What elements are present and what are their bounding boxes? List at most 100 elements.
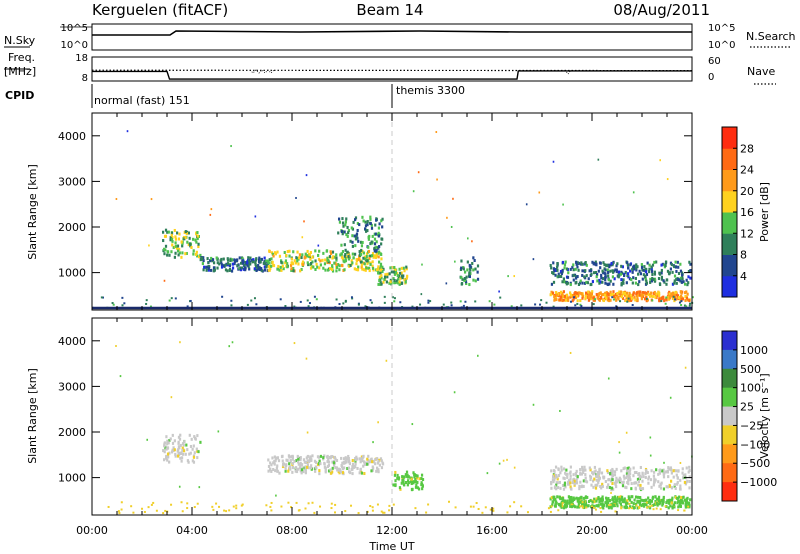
- power-cell: [632, 276, 635, 280]
- velocity-cell: [584, 473, 587, 477]
- velocity-cell: [671, 505, 674, 509]
- velocity-cell: [617, 478, 620, 482]
- power-cell: [645, 281, 649, 285]
- velocity-cell: [560, 468, 563, 472]
- velocity-cell: [676, 476, 679, 480]
- velocity-cell: [614, 479, 618, 483]
- velocity-cell: [174, 452, 177, 456]
- power-cell: [344, 248, 347, 252]
- velocity-cell: [181, 448, 184, 452]
- velocity-cell: [584, 479, 587, 483]
- power-cell: [379, 268, 382, 272]
- power-cell: [391, 296, 394, 299]
- power-cell: [288, 254, 291, 258]
- velocity-cell: [347, 454, 350, 458]
- power-cell: [679, 269, 683, 273]
- velocity-cell: [592, 485, 595, 489]
- power-cell: [254, 260, 257, 264]
- velocity-cell: [652, 508, 655, 511]
- power-cell: [377, 265, 380, 269]
- velocity-cell: [627, 497, 631, 501]
- power-cell: [290, 261, 294, 265]
- power-cell: [635, 263, 638, 267]
- velocity-cell: [624, 501, 628, 505]
- power-cell: [595, 293, 598, 297]
- power-cell: [335, 298, 338, 301]
- power-cell: [602, 277, 605, 281]
- power-cell: [534, 303, 537, 306]
- velocity-cell: [593, 477, 596, 481]
- velocity-cell: [598, 467, 601, 471]
- power-cell: [328, 267, 332, 271]
- velocity-cell: [627, 478, 630, 482]
- velocity-cell: [658, 484, 661, 488]
- velocity-cell: [647, 475, 651, 479]
- velocity-cell: [526, 511, 529, 514]
- power-cell: [631, 303, 634, 306]
- velocity-cell: [627, 473, 630, 477]
- velocity-cell: [306, 459, 309, 463]
- velocity-cell: [558, 495, 561, 499]
- velocity-cell: [610, 486, 614, 490]
- power-cell: [202, 256, 205, 260]
- velocity-cell: [556, 477, 559, 481]
- power-cell: [244, 268, 247, 272]
- power-cell: [613, 277, 616, 281]
- power-cell: [343, 268, 346, 272]
- power-cell: [265, 265, 268, 269]
- power-cell: [585, 280, 588, 284]
- power-x-axis: [91, 113, 693, 310]
- velocity-cell: [413, 475, 416, 479]
- velocity-cell: [333, 463, 336, 467]
- power-cell: [579, 279, 582, 283]
- power-cell: [450, 304, 453, 307]
- power-cell: [295, 256, 298, 260]
- velocity-cell: [481, 511, 484, 514]
- velocity-cell: [630, 500, 633, 504]
- power-cell: [123, 302, 126, 305]
- power-cell: [399, 271, 402, 275]
- power-cell: [471, 240, 473, 243]
- velocity-cell: [191, 447, 194, 451]
- velocity-cell: [557, 502, 561, 506]
- velocity-cell: [272, 461, 275, 465]
- power-cell: [353, 252, 357, 256]
- power-cell: [340, 255, 344, 259]
- velocity-cell: [347, 466, 350, 470]
- velocity-cell: [305, 456, 308, 460]
- velocity-cell: [615, 485, 618, 489]
- velocity-cell: [372, 441, 374, 444]
- power-cell: [325, 249, 329, 253]
- velocity-cell: [673, 484, 676, 488]
- power-cell: [379, 280, 382, 284]
- power-cell: [195, 250, 198, 254]
- velocity-cell: [608, 499, 611, 503]
- power-cell: [313, 295, 316, 298]
- power-cell: [306, 254, 309, 258]
- power-cell: [651, 276, 654, 280]
- velocity-cell: [634, 487, 637, 491]
- power-cell: [660, 300, 663, 303]
- velocity-cell: [186, 502, 189, 505]
- power-cell: [297, 262, 300, 266]
- velocity-cell: [576, 475, 579, 479]
- power-cell: [660, 271, 663, 275]
- power-cell: [339, 253, 342, 257]
- power-cell: [375, 252, 378, 256]
- velocity-cell: [676, 482, 679, 486]
- velocity-cell: [562, 476, 565, 480]
- power-cell: [615, 268, 618, 272]
- power-cell: [399, 276, 402, 280]
- power-cell: [343, 243, 346, 247]
- power-cell: [355, 259, 359, 263]
- power-cell: [247, 256, 250, 260]
- velocity-cell: [566, 482, 570, 486]
- power-cell: [200, 256, 203, 260]
- velocity-cell: [635, 504, 638, 507]
- velocity-cell: [627, 470, 631, 474]
- power-cell: [222, 264, 226, 268]
- power-cell: [615, 305, 618, 308]
- velocity-cell: [410, 477, 413, 481]
- power-cell: [350, 259, 353, 263]
- velocity-cell: [611, 478, 614, 482]
